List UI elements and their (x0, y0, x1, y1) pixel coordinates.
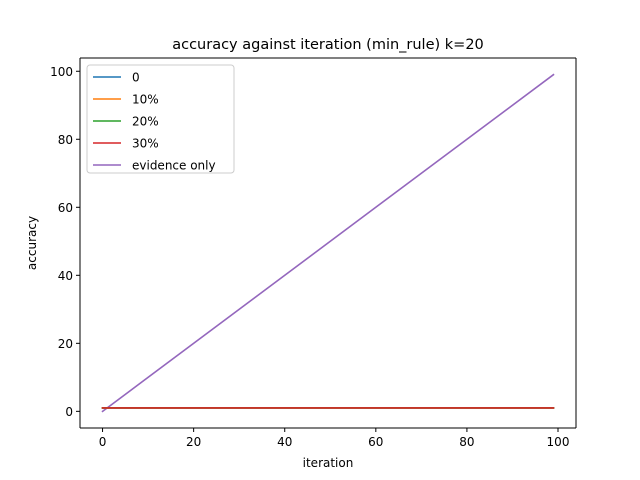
x-tick-label: 0 (99, 435, 107, 449)
legend-label: evidence only (132, 159, 216, 173)
x-tick-label: 100 (547, 435, 570, 449)
x-tick-label: 20 (186, 435, 201, 449)
x-tick-label: 40 (277, 435, 292, 449)
legend-entries: 0 10% 20% 30% evidence only (93, 71, 216, 173)
legend-label: 20% (132, 115, 159, 129)
y-tick-label: 0 (65, 405, 73, 419)
y-axis-label: accuracy (25, 216, 39, 270)
legend-label: 10% (132, 93, 159, 107)
y-tick-label: 100 (50, 65, 73, 79)
y-tick-label: 40 (58, 269, 73, 283)
y-tick-label: 20 (58, 337, 73, 351)
legend: 0 10% 20% 30% evidence only (86, 64, 235, 174)
legend-label: 0 (132, 71, 140, 85)
legend-label: 30% (132, 137, 159, 151)
x-axis-label: iteration (303, 456, 354, 470)
x-tick-label: 80 (459, 435, 474, 449)
legend-box (86, 64, 235, 174)
chart-title: accuracy against iteration (min_rule) k=… (172, 37, 484, 53)
y-tick-label: 80 (58, 133, 73, 147)
series-line (101, 73, 555, 413)
x-tick-label: 60 (368, 435, 383, 449)
x-axis-ticks: 0 20 40 60 80 100 (99, 428, 570, 449)
y-tick-label: 60 (58, 201, 73, 215)
series-layer (101, 73, 555, 413)
y-axis-ticks: 0 20 40 60 80 100 (50, 65, 80, 419)
axes-frame (79, 57, 577, 429)
